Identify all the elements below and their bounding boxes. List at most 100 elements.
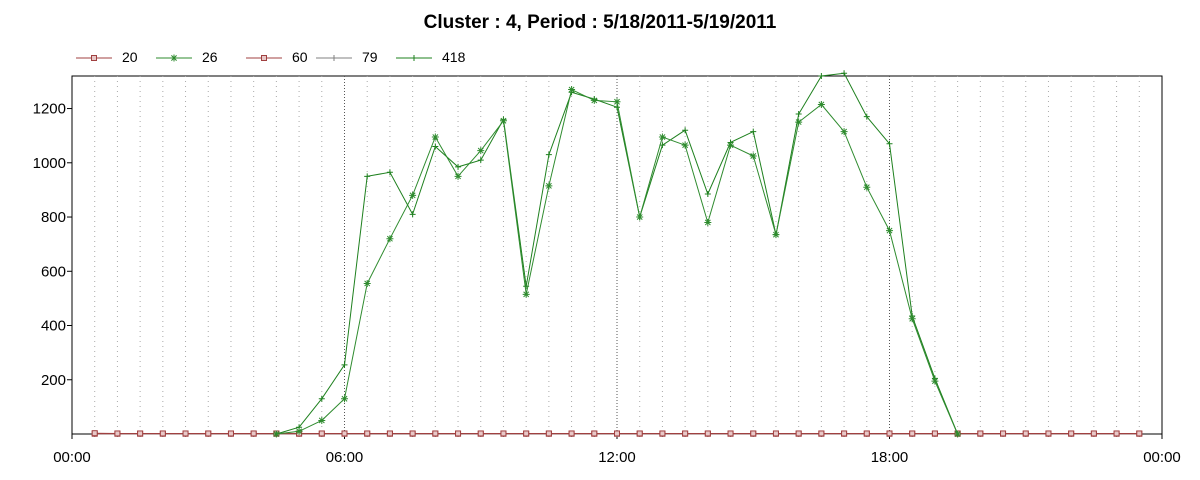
series-26 xyxy=(272,86,962,438)
data-point-20 xyxy=(250,430,257,437)
data-point-20 xyxy=(386,430,393,437)
data-point-26 xyxy=(863,183,871,191)
data-point-20 xyxy=(341,430,348,437)
data-point-20 xyxy=(727,430,734,437)
data-point-20 xyxy=(568,430,575,437)
data-point-26 xyxy=(817,100,825,108)
legend-marker xyxy=(261,55,267,61)
legend-label: 79 xyxy=(362,49,378,65)
plot-frame xyxy=(71,75,1163,435)
x-tick-label: 06:00 xyxy=(326,449,364,466)
data-point-418 xyxy=(704,190,711,197)
legend-marker xyxy=(411,55,417,61)
legend-swatch-79 xyxy=(316,55,352,61)
data-point-20 xyxy=(977,430,984,437)
data-point-20 xyxy=(1136,430,1143,437)
x-tick-label: 12:00 xyxy=(598,449,636,466)
data-point-20 xyxy=(1113,430,1120,437)
data-point-20 xyxy=(545,430,552,437)
data-point-20 xyxy=(614,430,620,437)
data-point-26 xyxy=(886,227,893,235)
data-point-418 xyxy=(341,361,348,368)
data-point-26 xyxy=(341,395,348,403)
data-point-20 xyxy=(477,430,484,437)
data-point-20 xyxy=(818,430,825,437)
data-point-20 xyxy=(227,430,234,437)
data-point-418 xyxy=(318,395,325,402)
y-tick-label: 200 xyxy=(41,372,66,389)
data-point-20 xyxy=(931,430,938,437)
data-point-26 xyxy=(954,430,962,438)
legend-label: 26 xyxy=(202,49,218,65)
data-point-20 xyxy=(523,430,530,437)
data-point-20 xyxy=(1090,430,1097,437)
chart-title: Cluster : 4, Period : 5/18/2011-5/19/201… xyxy=(423,12,777,33)
data-point-418 xyxy=(841,70,848,77)
legend-swatch-20 xyxy=(76,55,112,61)
data-point-26 xyxy=(431,133,439,141)
data-point-418 xyxy=(477,157,484,164)
data-point-26 xyxy=(363,279,371,287)
data-point-20 xyxy=(886,430,893,437)
data-point-20 xyxy=(455,430,462,437)
data-point-26 xyxy=(454,172,462,180)
data-point-20 xyxy=(863,430,870,437)
data-point-26 xyxy=(386,235,394,243)
data-point-20 xyxy=(750,430,757,437)
legend-marker xyxy=(91,55,97,61)
legend-swatch-26 xyxy=(156,54,192,62)
data-point-20 xyxy=(432,430,439,437)
data-point-26 xyxy=(318,416,326,424)
data-point-418 xyxy=(863,113,870,120)
legend-label: 20 xyxy=(122,49,138,65)
data-point-26 xyxy=(840,128,848,136)
data-point-26 xyxy=(409,191,417,199)
data-point-418 xyxy=(818,73,825,79)
data-point-20 xyxy=(795,430,802,437)
data-point-20 xyxy=(500,430,507,437)
data-point-418 xyxy=(386,169,393,176)
data-point-20 xyxy=(182,430,189,437)
data-point-20 xyxy=(704,430,711,437)
data-point-26 xyxy=(908,315,916,323)
y-tick-label: 800 xyxy=(41,209,66,226)
data-point-20 xyxy=(1068,430,1075,437)
series-20 xyxy=(91,430,1143,437)
legend-marker xyxy=(170,54,178,62)
data-point-20 xyxy=(682,430,689,437)
data-point-20 xyxy=(1022,430,1029,437)
data-point-26 xyxy=(295,427,303,435)
data-point-418 xyxy=(409,211,416,218)
data-point-26 xyxy=(772,231,780,239)
y-tick-label: 1200 xyxy=(33,101,66,118)
data-point-26 xyxy=(704,218,712,226)
data-point-26 xyxy=(568,86,576,94)
data-point-26 xyxy=(522,290,530,298)
data-point-26 xyxy=(931,377,939,385)
data-point-418 xyxy=(795,110,802,117)
y-tick-label: 600 xyxy=(41,263,66,280)
data-point-20 xyxy=(137,430,144,437)
data-point-20 xyxy=(159,430,166,437)
data-point-20 xyxy=(1000,430,1007,437)
data-point-20 xyxy=(318,430,325,437)
data-point-26 xyxy=(727,141,735,149)
x-tick-label: 18:00 xyxy=(871,449,909,466)
legend-label: 60 xyxy=(292,49,308,65)
data-point-26 xyxy=(477,147,485,155)
legend-marker xyxy=(331,55,337,61)
data-point-20 xyxy=(1045,430,1052,437)
data-point-20 xyxy=(364,430,371,437)
data-point-26 xyxy=(749,152,757,160)
data-point-418 xyxy=(455,163,462,170)
y-tick-label: 1000 xyxy=(33,155,66,172)
data-point-418 xyxy=(682,127,689,134)
data-point-418 xyxy=(364,173,371,180)
data-point-20 xyxy=(205,430,212,437)
y-tick-label: 400 xyxy=(41,318,66,335)
data-point-26 xyxy=(613,98,621,106)
x-tick-label: 00:00 xyxy=(1143,449,1181,466)
x-tick-label: 00:00 xyxy=(53,449,91,466)
data-point-20 xyxy=(114,430,121,437)
